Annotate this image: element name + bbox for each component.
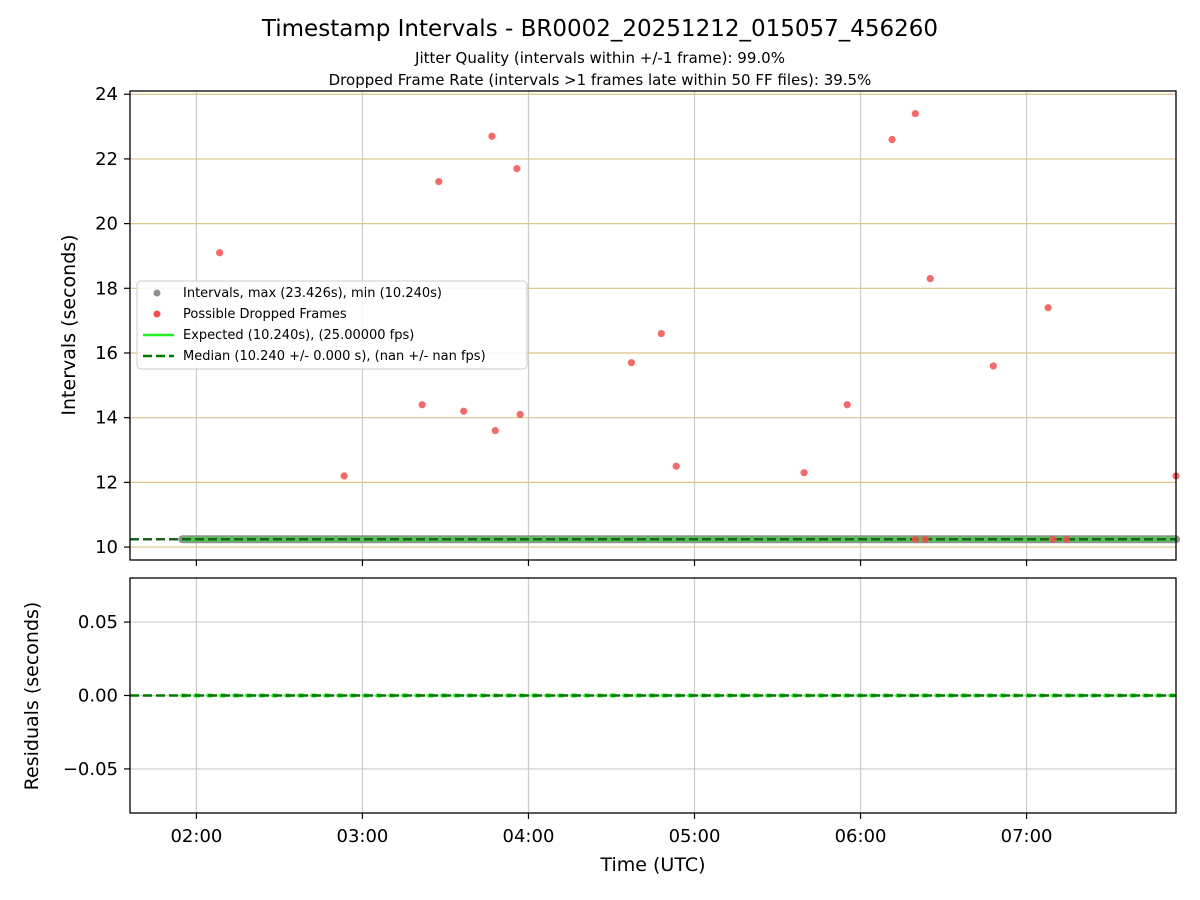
dropped-frame-point xyxy=(926,275,934,283)
intervals-y-tick-label: 24 xyxy=(95,84,118,105)
dropped-frame-point xyxy=(491,427,499,435)
dropped-frame-point xyxy=(657,329,665,338)
dropped-frame-point xyxy=(989,362,997,370)
residuals-ticks: 02:00 03:00 04:00 05:00 06:00 07:00 −0.05 0.00 0… xyxy=(63,612,1053,847)
dropped-frame-point xyxy=(488,132,496,140)
residuals-y-tick-label: 0.00 xyxy=(78,686,118,707)
dropped-frame-point xyxy=(460,407,468,415)
residuals-x-tick-label: 03:00 xyxy=(337,826,389,847)
legend-label-median: Median (10.240 +/- 0.000 s), (nan +/- na… xyxy=(183,349,486,364)
dropped-frame-point xyxy=(843,401,851,409)
intervals-y-tick-label: 14 xyxy=(95,408,118,429)
residuals-panel: 02:00 03:00 04:00 05:00 06:00 07:00 −0.05 0.00 0… xyxy=(21,577,1178,876)
dropped-frame-point xyxy=(1044,304,1052,312)
residuals-x-tick-label: 02:00 xyxy=(170,826,222,847)
dropped-frame-point xyxy=(911,110,919,118)
intervals-y-tick-label: 10 xyxy=(95,537,118,558)
legend-label-intervals: Intervals, max (23.426s), min (10.240s) xyxy=(183,286,442,301)
legend: Intervals, max (23.426s), min (10.240s) … xyxy=(136,280,528,370)
dropped-frame-point xyxy=(911,535,919,543)
dropped-frame-point xyxy=(1049,535,1057,543)
intervals-y-tick-label: 18 xyxy=(95,278,118,299)
intervals-series xyxy=(130,110,1180,544)
intervals-frame xyxy=(129,90,1177,561)
dropped-frame-point xyxy=(921,535,929,543)
residuals-y-tick-label: −0.05 xyxy=(63,759,118,780)
chart-subtitle-jitter: Jitter Quality (intervals within +/-1 fr… xyxy=(414,49,785,67)
dropped-frame-point xyxy=(627,359,636,367)
chart-subtitle-dropped: Dropped Frame Rate (intervals >1 frames … xyxy=(329,71,872,89)
intervals-ticks: 10 12 14 16 18 20 22 24 xyxy=(95,84,1028,566)
dropped-frame-point xyxy=(672,462,680,470)
dropped-frame-point xyxy=(216,249,224,257)
dropped-frame-point xyxy=(516,410,524,419)
legend-label-dropped: Possible Dropped Frames xyxy=(183,307,347,322)
intervals-y-tick-label: 22 xyxy=(95,149,118,170)
dropped-frame-point xyxy=(888,135,896,144)
dropped-frame-point xyxy=(1062,535,1071,543)
x-axis-label: Time (UTC) xyxy=(599,854,705,876)
intervals-y-label: Intervals (seconds) xyxy=(58,234,80,415)
dropped-frame-point xyxy=(418,401,426,409)
legend-marker-intervals xyxy=(153,289,161,297)
intervals-panel: 10 12 14 16 18 20 22 24 Intervals (seconds) Int… xyxy=(58,84,1180,566)
residuals-x-tick-label: 04:00 xyxy=(503,826,555,847)
legend-marker-dropped xyxy=(153,310,161,318)
intervals-y-tick-label: 12 xyxy=(95,472,118,493)
legend-label-expected: Expected (10.240s), (25.00000 fps) xyxy=(183,328,414,343)
dropped-frame-point xyxy=(800,469,808,477)
dropped-frame-point xyxy=(435,177,443,186)
intervals-y-tick-label: 20 xyxy=(95,214,118,235)
residuals-x-tick-label: 05:00 xyxy=(669,826,721,847)
residuals-x-tick-label: 06:00 xyxy=(835,826,887,847)
residuals-y-tick-label: 0.05 xyxy=(78,612,118,633)
intervals-y-tick-label: 16 xyxy=(95,343,118,364)
dropped-frame-point xyxy=(513,165,521,173)
chart-title: Timestamp Intervals - BR0002_20251212_01… xyxy=(261,16,938,42)
residuals-y-label: Residuals (seconds) xyxy=(21,602,43,791)
residuals-x-tick-label: 07:00 xyxy=(1001,826,1053,847)
dropped-frame-point xyxy=(340,472,348,480)
legend-box xyxy=(136,280,528,370)
